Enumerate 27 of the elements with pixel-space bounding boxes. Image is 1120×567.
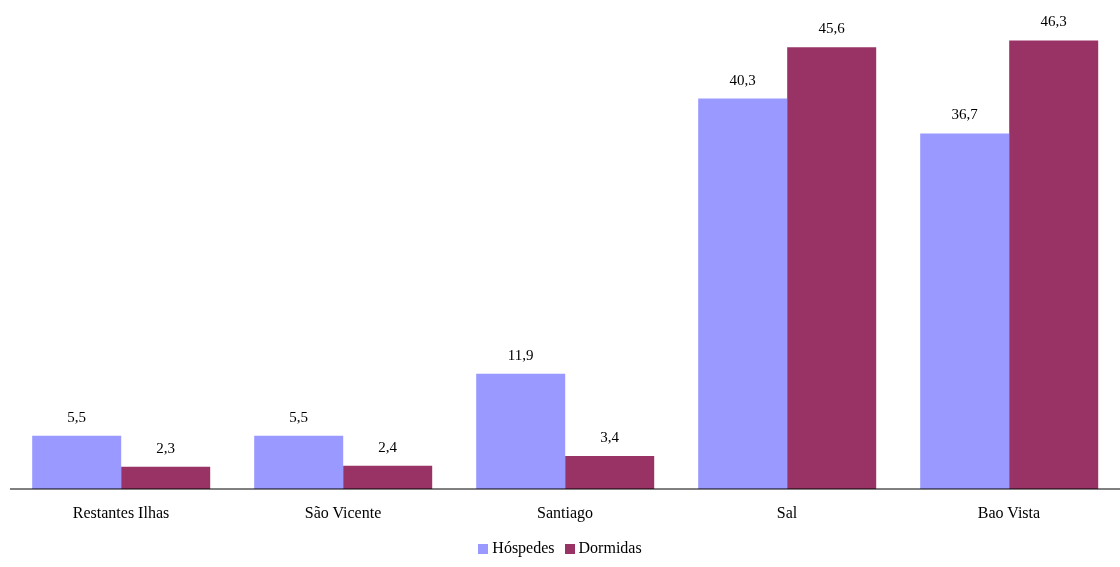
x-tick-label: Bao Vista [977,504,1041,522]
data-label: 46,3 [1040,13,1067,30]
x-tick-label: São Vicente [304,504,382,522]
bar [476,373,566,489]
bar [920,133,1010,489]
legend-label: Hóspedes [492,539,555,556]
data-label: 2,3 [156,439,176,456]
data-label: 11,9 [507,346,534,363]
x-tick-label: Sal [776,504,798,522]
x-tick-label: Santiago [537,504,593,523]
bar [565,456,655,489]
bar [787,47,877,489]
data-label: 3,4 [600,429,620,446]
bar [698,98,788,489]
x-tick-label: Restantes Ilhas [72,504,170,522]
data-label: 5,5 [289,408,309,425]
data-label: 2,4 [378,438,398,455]
bar [121,466,211,489]
bar [1009,40,1099,489]
data-label: 36,7 [951,106,979,123]
bar [32,435,122,489]
data-label: 45,6 [818,20,846,37]
data-label: 5,5 [67,408,87,425]
legend-label: Dormidas [578,539,642,556]
bar [254,435,344,489]
bar [343,465,433,489]
data-label: 40,3 [729,71,756,88]
